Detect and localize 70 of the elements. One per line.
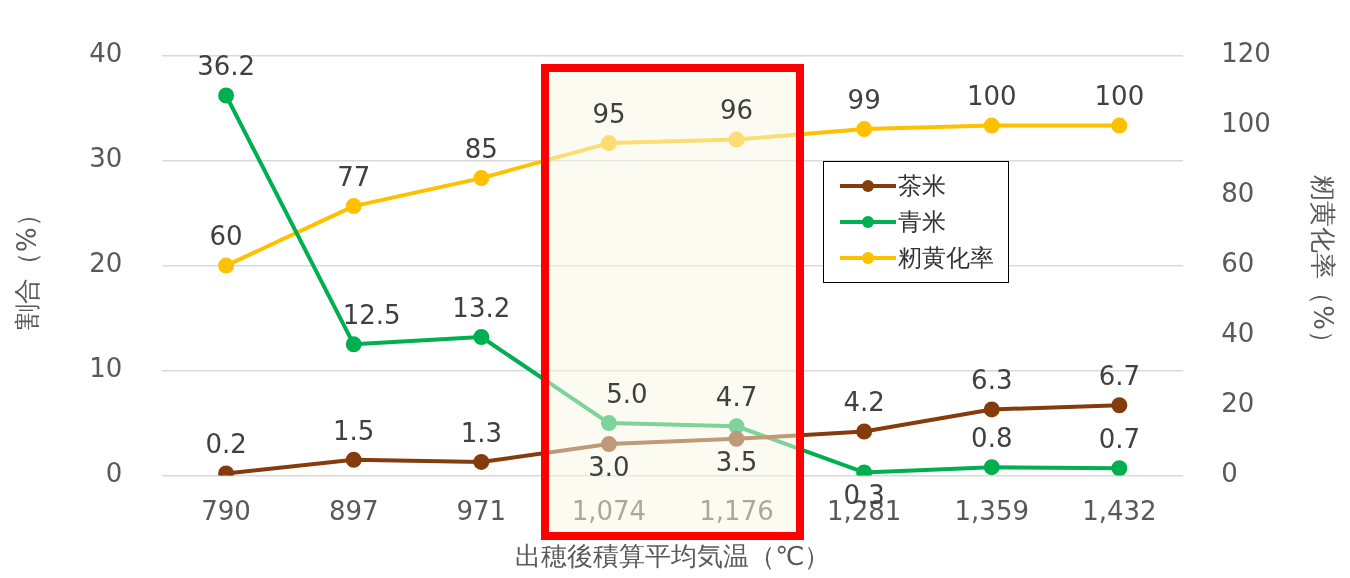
- x-tick-label: 897: [328, 495, 379, 526]
- point: [218, 257, 235, 274]
- point: [218, 87, 235, 104]
- x-tick-label: 1,359: [954, 495, 1029, 526]
- x-tick-label: 790: [201, 495, 251, 526]
- point: [983, 401, 1000, 418]
- point: [983, 117, 1000, 134]
- data-label: 6.3: [971, 365, 1013, 396]
- y2-tick-label: 60: [1221, 248, 1255, 279]
- y-tick-label: 40: [89, 38, 123, 69]
- y2-tick-label: 80: [1221, 178, 1255, 209]
- data-label: 36.2: [197, 51, 256, 82]
- data-label: 95: [592, 98, 626, 129]
- data-label: 0.8: [971, 422, 1013, 453]
- data-label: 99: [847, 84, 881, 115]
- data-label: 1.5: [333, 415, 375, 446]
- data-label: 6.7: [1098, 361, 1141, 391]
- x-tick-label: 1,176: [699, 495, 774, 526]
- y2-tick-label: 0: [1221, 458, 1238, 489]
- legend-label: 青米: [898, 206, 947, 238]
- y-tick-label: 10: [89, 353, 123, 384]
- point: [1111, 397, 1128, 414]
- point: [1111, 460, 1128, 476]
- data-label: 4.7: [715, 382, 758, 412]
- y2-tick-label: 40: [1221, 318, 1255, 349]
- point: [345, 451, 362, 468]
- point: [728, 430, 745, 447]
- data-label: 4.2: [843, 387, 885, 418]
- point: [856, 121, 873, 138]
- point: [600, 436, 617, 453]
- data-label: 5.0: [606, 378, 648, 409]
- data-label: 0.2: [205, 429, 247, 460]
- point: [856, 423, 873, 440]
- x-axis-title: 出穂後積算平均気温（℃）: [515, 541, 831, 572]
- x-tick-label: 1,074: [571, 495, 647, 526]
- y-tick-label: 30: [89, 143, 123, 174]
- point: [473, 170, 490, 187]
- data-label: 12.5: [342, 300, 401, 331]
- point: [1111, 117, 1128, 134]
- point: [728, 131, 745, 148]
- y2-tick-label: 100: [1221, 108, 1271, 139]
- data-label: 13.2: [452, 292, 511, 323]
- y-tick-label: 0: [105, 458, 123, 489]
- point: [600, 135, 617, 152]
- data-label: 96: [719, 95, 754, 126]
- data-label: 0.7: [1098, 424, 1141, 454]
- point: [473, 329, 490, 345]
- data-label: 3.0: [588, 451, 630, 482]
- point: [983, 459, 1000, 476]
- y-tick-label: 20: [89, 248, 123, 279]
- data-label: 3.5: [715, 446, 758, 477]
- data-label: 85: [464, 133, 498, 164]
- data-label: 1.3: [460, 417, 502, 448]
- y2-tick-label: 120: [1221, 38, 1271, 69]
- point: [345, 198, 362, 215]
- point: [728, 418, 745, 435]
- point: [600, 415, 617, 432]
- legend-label: 茶米: [898, 170, 947, 202]
- point: [345, 336, 362, 353]
- data-label: 77: [337, 161, 371, 192]
- x-tick-label: 1,432: [1082, 495, 1157, 526]
- legend-label: 籾黄化率: [898, 242, 995, 274]
- data-label: 60: [209, 221, 243, 252]
- x-tick-label: 971: [456, 495, 507, 526]
- y2-axis-title: 籾黄化率（%）: [1307, 175, 1338, 356]
- y-axis-title: 割合（%）: [12, 201, 43, 330]
- data-label: 100: [966, 81, 1017, 112]
- data-label: 100: [1094, 81, 1145, 112]
- point: [473, 453, 490, 470]
- y2-tick-label: 20: [1221, 388, 1255, 419]
